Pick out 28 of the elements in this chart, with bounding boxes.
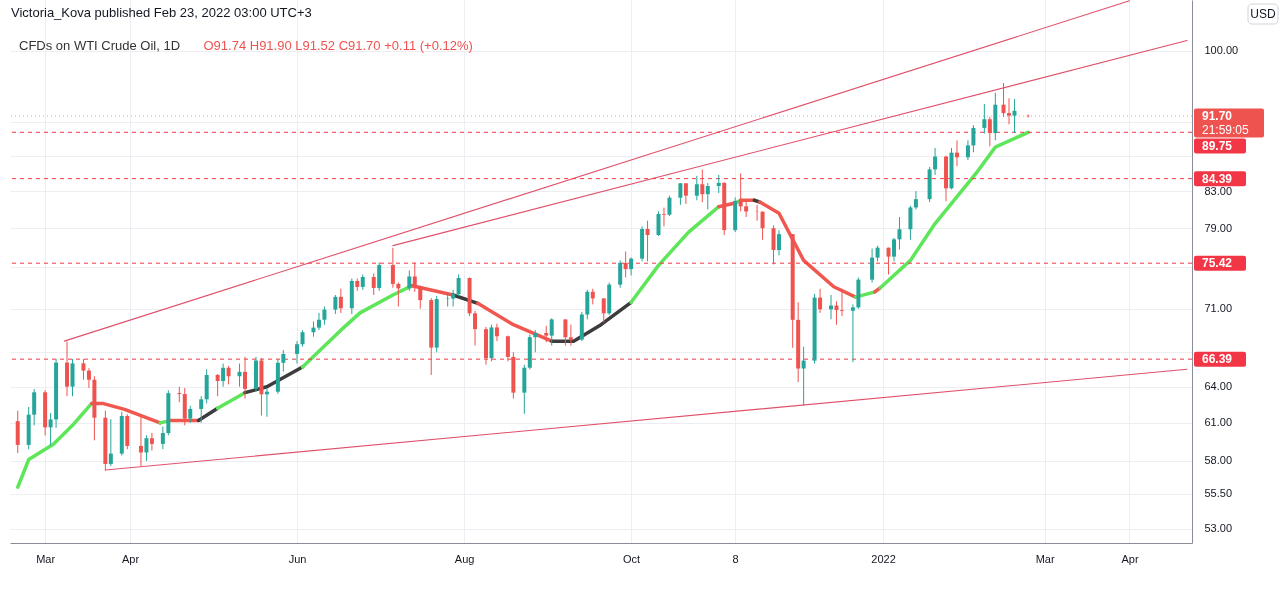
y-tick-label: 61.00	[1204, 416, 1233, 429]
x-tick-label: Mar	[1035, 552, 1055, 565]
y-tick-label: 55.50	[1204, 487, 1233, 500]
annotation: Victoria_Kova published Feb 23, 2022 03:00 UTC+3	[11, 5, 312, 20]
x-tick-label: Apr	[121, 552, 140, 565]
annotation: O91.74 H91.90 L91.52 C91.70 +0.11 (+0.12%)	[203, 38, 473, 53]
text: 21:59:05	[1202, 123, 1250, 138]
ref-line-label: 91.70	[1202, 109, 1233, 124]
text: CFDs on WTI Crude Oil, 1D	[19, 38, 181, 53]
x-tick-label: Jun	[288, 552, 307, 565]
y-tick-label: 83.00	[1204, 184, 1233, 197]
ref-line-label: 84.39	[1202, 171, 1233, 186]
x-tick-label: Aug	[454, 552, 475, 565]
x-tick-label: Apr	[1121, 552, 1139, 565]
y-tick-label: 71.00	[1204, 302, 1233, 315]
y-tick-label: 100.00	[1204, 44, 1239, 57]
y-axis-title: USD	[1250, 7, 1276, 21]
x-tick-label: 2022	[871, 552, 896, 565]
ref-line-label: 89.75	[1202, 139, 1233, 154]
ref-line-label: 75.42	[1202, 256, 1233, 271]
y-tick-label: 64.00	[1204, 380, 1233, 393]
y-tick-label: 53.00	[1204, 522, 1233, 535]
y-tick-label: 79.00	[1204, 221, 1233, 234]
x-tick-label: 8	[732, 552, 739, 565]
ref-line-label: 66.39	[1202, 352, 1233, 367]
y-tick-label: 58.00	[1204, 454, 1233, 467]
x-tick-label: Mar	[36, 552, 56, 565]
x-tick-label: Oct	[623, 552, 641, 565]
